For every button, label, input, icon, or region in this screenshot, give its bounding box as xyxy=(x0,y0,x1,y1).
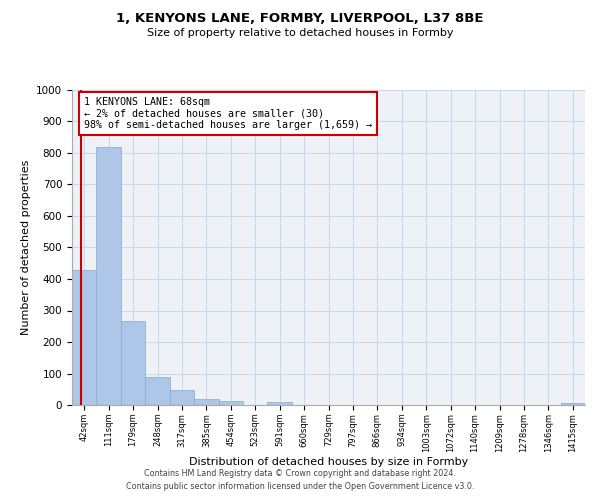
Bar xyxy=(170,390,194,405)
Bar xyxy=(97,148,121,405)
Text: 1 KENYONS LANE: 68sqm
← 2% of detached houses are smaller (30)
98% of semi-detac: 1 KENYONS LANE: 68sqm ← 2% of detached h… xyxy=(83,97,371,130)
Text: Contains HM Land Registry data © Crown copyright and database right 2024.: Contains HM Land Registry data © Crown c… xyxy=(144,468,456,477)
Bar xyxy=(145,376,170,405)
Bar xyxy=(268,402,292,405)
Bar xyxy=(218,401,243,405)
Y-axis label: Number of detached properties: Number of detached properties xyxy=(20,160,31,335)
Text: Size of property relative to detached houses in Formby: Size of property relative to detached ho… xyxy=(147,28,453,38)
Bar xyxy=(121,320,145,405)
Bar xyxy=(560,404,585,405)
Text: 1, KENYONS LANE, FORMBY, LIVERPOOL, L37 8BE: 1, KENYONS LANE, FORMBY, LIVERPOOL, L37 … xyxy=(116,12,484,26)
Bar xyxy=(194,398,218,405)
X-axis label: Distribution of detached houses by size in Formby: Distribution of detached houses by size … xyxy=(189,458,468,468)
Bar xyxy=(72,270,97,405)
Text: Contains public sector information licensed under the Open Government Licence v3: Contains public sector information licen… xyxy=(126,482,474,491)
